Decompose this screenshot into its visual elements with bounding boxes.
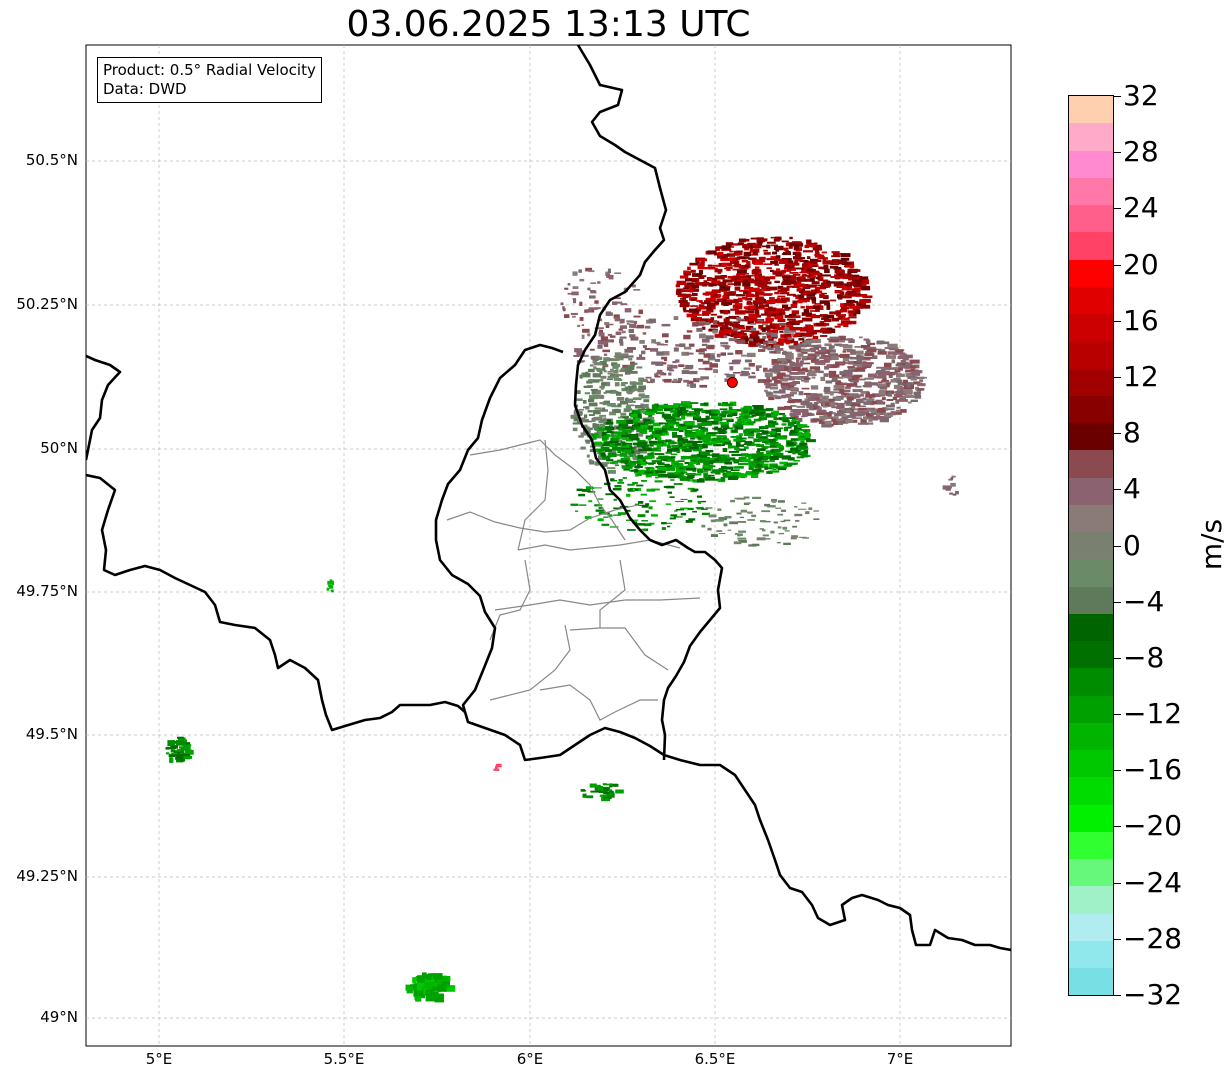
lon-label: 6°E — [516, 1050, 544, 1068]
colorbar-tick-label: 12 — [1123, 359, 1159, 393]
colorbar-swatch — [1069, 722, 1113, 750]
colorbar-tick-label: 24 — [1123, 191, 1159, 225]
colorbar-tick — [1114, 826, 1121, 828]
colorbar-swatch — [1069, 695, 1113, 723]
colorbar-tick — [1114, 433, 1121, 435]
lat-label: 50.25°N — [16, 295, 78, 313]
colorbar-tick — [1114, 320, 1121, 322]
colorbar-swatch — [1069, 559, 1113, 587]
colorbar-tick — [1114, 657, 1121, 659]
colorbar-swatch — [1069, 205, 1113, 233]
colorbar-swatch — [1069, 96, 1113, 124]
colorbar-tick-label: −28 — [1123, 921, 1183, 955]
district-borders — [446, 439, 701, 721]
lon-label: 5.5°E — [323, 1050, 365, 1068]
colorbar-swatch — [1069, 341, 1113, 369]
colorbar-tick — [1114, 770, 1121, 772]
colorbar-swatch — [1069, 886, 1113, 914]
colorbar-swatch — [1069, 750, 1113, 778]
colorbar-swatch — [1069, 777, 1113, 805]
colorbar-swatch — [1069, 286, 1113, 314]
colorbar-unit-label: m/s — [1195, 518, 1225, 571]
lat-label: 50.5°N — [25, 151, 78, 169]
colorbar-tick-label: −12 — [1123, 697, 1183, 731]
colorbar-swatch — [1069, 613, 1113, 641]
colorbar-tick — [1114, 96, 1121, 97]
colorbar-tick-label: 32 — [1123, 79, 1159, 112]
colorbar-tick — [1114, 152, 1121, 154]
colorbar-tick — [1114, 264, 1121, 266]
colorbar-tick-label: 8 — [1123, 416, 1141, 450]
colorbar-tick-label: −24 — [1123, 865, 1183, 899]
colorbar-swatch — [1069, 668, 1113, 696]
colorbar-swatch — [1069, 477, 1113, 505]
colorbar-tick — [1114, 489, 1121, 491]
colorbar-swatch — [1069, 150, 1113, 178]
radar-site-marker — [727, 377, 738, 388]
lat-label: 49.75°N — [16, 582, 78, 600]
colorbar-swatch — [1069, 804, 1113, 832]
colorbar-swatch — [1069, 177, 1113, 205]
lon-label: 7°E — [886, 1050, 914, 1068]
colorbar-swatch — [1069, 586, 1113, 614]
colorbar-swatch — [1069, 232, 1113, 260]
colorbar-tick-label: −4 — [1123, 584, 1165, 618]
radar-echoes — [165, 236, 959, 1003]
colorbar-swatch — [1069, 314, 1113, 342]
colorbar-swatch — [1069, 123, 1113, 151]
colorbar-swatch — [1069, 940, 1113, 968]
colorbar-tick — [1114, 882, 1121, 884]
colorbar-swatch — [1069, 831, 1113, 859]
country-borders — [86, 45, 1011, 952]
colorbar-tick-label: 28 — [1123, 135, 1159, 169]
colorbar-swatch — [1069, 423, 1113, 451]
colorbar-tick-label: 4 — [1123, 472, 1141, 506]
colorbar-tick — [1114, 714, 1121, 716]
colorbar-tick — [1114, 938, 1121, 940]
velocity-colorbar — [1068, 95, 1114, 996]
colorbar-tick — [1114, 545, 1121, 547]
lat-label: 49.25°N — [16, 867, 78, 885]
info-box: Product: 0.5° Radial Velocity Data: DWD — [97, 57, 322, 103]
colorbar-swatch — [1069, 504, 1113, 532]
colorbar-tick-label: −16 — [1123, 753, 1183, 787]
lat-label: 49.5°N — [25, 725, 78, 743]
colorbar-swatch — [1069, 532, 1113, 560]
colorbar-swatch — [1069, 968, 1113, 996]
colorbar-swatch — [1069, 641, 1113, 669]
colorbar-tick — [1114, 208, 1121, 210]
colorbar-tick — [1114, 995, 1121, 996]
colorbar-tick-label: −8 — [1123, 640, 1165, 674]
lat-label: 49°N — [40, 1008, 78, 1026]
colorbar-tick-label: 20 — [1123, 247, 1159, 281]
map-title: 03.06.2025 13:13 UTC — [346, 4, 751, 45]
data-source-label: Data: DWD — [103, 80, 187, 98]
colorbar-swatch — [1069, 368, 1113, 396]
lon-label: 5°E — [145, 1050, 173, 1068]
colorbar-tick-label: 0 — [1123, 528, 1141, 562]
lat-label: 50°N — [40, 439, 78, 457]
colorbar-tick-label: 16 — [1123, 303, 1159, 337]
colorbar-tick-label: −20 — [1123, 809, 1183, 843]
colorbar-swatch — [1069, 395, 1113, 423]
colorbar-tick-label: −32 — [1123, 978, 1183, 1011]
colorbar-swatch — [1069, 450, 1113, 478]
colorbar-swatch — [1069, 913, 1113, 941]
lon-label: 6.5°E — [694, 1050, 736, 1068]
product-label: Product: 0.5° Radial Velocity — [103, 61, 316, 79]
colorbar-swatch — [1069, 859, 1113, 887]
colorbar-tick — [1114, 601, 1121, 603]
colorbar-tick — [1114, 376, 1121, 378]
colorbar-swatch — [1069, 259, 1113, 287]
